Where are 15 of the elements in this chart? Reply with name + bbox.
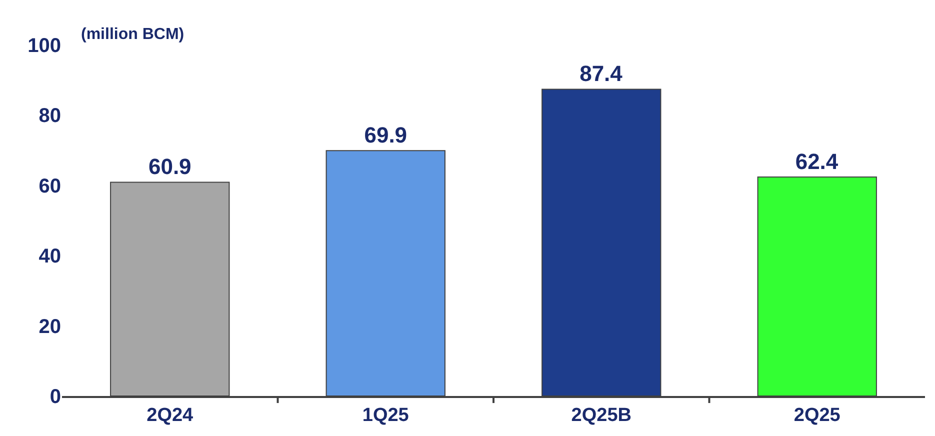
x-tick-label: 2Q25 xyxy=(794,404,841,426)
y-tick-label: 80 xyxy=(38,105,61,128)
y-tick-label: 100 xyxy=(28,35,61,57)
y-axis-title: (million BCM) xyxy=(81,26,184,43)
y-tick-label: 60 xyxy=(38,175,61,198)
y-tick-label: 0 xyxy=(50,386,61,408)
x-tick-label: 2Q24 xyxy=(146,404,194,426)
data-label: 87.4 xyxy=(580,61,624,86)
data-label: 60.9 xyxy=(148,154,192,180)
y-tick-label: 40 xyxy=(38,246,61,268)
y-tick-label: 20 xyxy=(38,316,61,338)
data-label: 62.4 xyxy=(795,148,839,174)
x-tick-label: 2Q25B xyxy=(571,404,632,426)
data-label: 69.9 xyxy=(364,122,408,148)
x-tick-label: 1Q25 xyxy=(362,404,410,426)
